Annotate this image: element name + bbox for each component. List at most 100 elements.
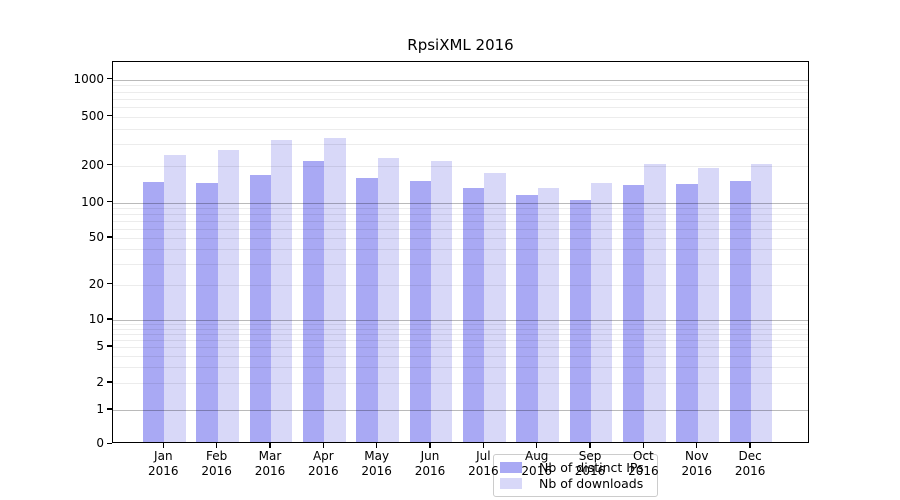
minor-gridline [113,228,808,230]
x-tick-label-sep: Sep 2016 [574,449,606,478]
major-gridline [113,410,808,411]
x-tick-mark [322,443,324,448]
bar-downloads-nov [697,167,720,442]
x-tick-label-jun: Jun 2016 [414,449,446,478]
legend-item-downloads: Nb of downloads [500,476,649,491]
y-tick-label: 2 [96,374,104,389]
x-tick-label-jul: Jul 2016 [468,449,499,478]
y-tick-label: 0 [96,436,104,451]
y-tick-label: 1000 [73,71,104,86]
minor-gridline [113,264,808,266]
bar-ips-dec [729,181,752,442]
x-tick-label-oct: Oct 2016 [628,449,659,478]
bar-downloads-jul [484,173,506,442]
y-tick-label: 200 [81,157,104,172]
bar-ips-aug [516,195,538,442]
minor-gridline [113,339,808,341]
minor-gridline [113,355,808,357]
x-tick-mark [536,443,538,448]
major-gridline [113,202,808,204]
y-tick-mark [107,201,112,203]
legend-label-distinct-ips: Nb of distinct IPs [539,460,644,475]
bar-downloads-aug [537,188,559,442]
downloads-legend-swatch [500,478,522,489]
x-tick-mark [376,443,378,448]
minor-gridline [113,249,808,251]
legend: Nb of distinct IPs Nb of downloads [493,454,658,497]
minor-gridline [113,214,808,216]
x-tick-mark [749,443,751,448]
minor-gridline [113,382,808,384]
minor-gridline [113,106,808,108]
minor-gridline [113,328,808,330]
x-tick-label-dec: Dec 2016 [734,449,766,478]
minor-gridline [113,220,808,222]
x-tick-label-apr: Apr 2016 [308,449,339,478]
x-tick-mark [696,443,698,448]
x-tick-label-jan: Jan 2016 [148,449,179,478]
bars-layer [113,62,808,442]
bar-downloads-sep [591,183,613,442]
y-tick-label: 500 [81,108,104,123]
bar-downloads-jan [164,154,186,442]
bar-downloads-jun [431,160,453,442]
major-gridline [113,79,808,81]
bar-ips-oct [623,184,645,442]
y-tick-label: 20 [88,276,104,291]
bar-ips-mar [249,175,271,442]
y-tick-label: 1 [96,402,104,416]
y-tick-label: 5 [96,339,104,354]
minor-gridline [113,98,808,100]
x-tick-mark [162,443,164,448]
plot-area: Nb of distinct IPs Nb of downloads [112,61,809,497]
y-tick-label: 100 [81,194,104,209]
bar-downloads-apr [324,137,346,442]
bar-ips-nov [676,183,698,442]
minor-gridline [113,333,808,335]
bar-ips-apr [303,160,325,442]
bar-ips-jan [143,181,165,442]
minor-gridline [113,324,808,326]
x-tick-mark [642,443,645,448]
x-tick-label-nov: Nov 2016 [681,449,713,478]
y-tick-mark [107,115,112,117]
bar-ips-feb [196,183,218,442]
y-tick-mark [107,345,112,347]
x-tick-label-mar: Mar 2016 [254,449,286,478]
y-tick-mark [107,78,112,80]
y-tick-mark [107,381,112,383]
bar-downloads-feb [217,150,239,442]
bar-downloads-oct [644,163,666,442]
minor-gridline [113,116,808,118]
bar-downloads-may [377,158,399,442]
minor-gridline [113,91,808,93]
y-tick-mark [107,164,112,166]
ips-legend-swatch [500,462,522,473]
legend-item-distinct-ips: Nb of distinct IPs [500,460,649,475]
bar-ips-may [356,178,378,442]
gridlines-layer [113,62,808,442]
minor-gridline [113,238,808,239]
bar-ips-jun [409,180,432,442]
x-tick-mark [269,443,271,448]
bar-ips-jul [463,187,485,442]
y-tick-mark [107,442,112,444]
x-tick-mark [482,443,485,448]
x-tick-mark [429,443,431,448]
minor-gridline [113,165,808,167]
minor-gridline [113,347,808,349]
minor-gridline [113,208,808,210]
minor-gridline [113,284,808,286]
x-tick-label-feb: Feb 2016 [201,449,232,478]
chart-title: RpsiXML 2016 [407,36,514,54]
minor-gridline [113,144,808,145]
x-tick-mark [215,443,218,448]
minor-gridline [113,85,808,87]
bar-downloads-mar [270,139,293,442]
minor-gridline [113,128,808,130]
major-gridline [113,320,808,321]
y-tick-label: 10 [88,312,104,326]
x-tick-label-may: May 2016 [361,449,392,478]
bar-ips-sep [569,199,592,442]
